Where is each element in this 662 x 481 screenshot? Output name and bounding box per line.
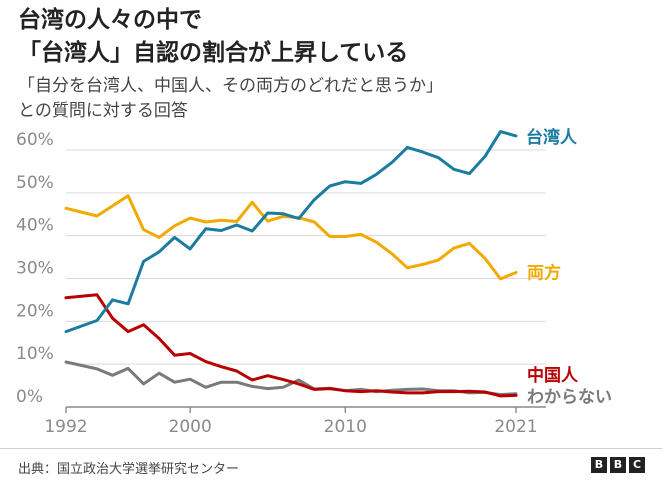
series-label-chinese: 中国人	[527, 365, 579, 386]
series-lines	[64, 130, 518, 398]
grid	[66, 149, 546, 408]
line-chart: 0% 10% 20% 30% 40% 50% 60% 1992 2000 2010 2021 台湾…	[16, 127, 612, 437]
source-note: 出典：国立政治大学選挙研究センター	[18, 462, 240, 477]
x-axis: 1992 2000 2010 2021	[44, 407, 538, 437]
chart-subtitle-line1: 「自分を台湾人、中国人、その両方のどれだと思うか」	[18, 76, 443, 96]
bbc-logo: B B C	[591, 457, 645, 473]
y-tick-label: 10%	[16, 344, 54, 364]
y-tick-label: 60%	[16, 130, 54, 150]
series-line-chinese	[64, 293, 518, 398]
series-line-taiwanese	[64, 130, 518, 334]
chart-subtitle-line2: との質問に対する回答	[18, 101, 188, 121]
chart-title-line1: 台湾の人々の中で	[18, 7, 202, 33]
logo-letter-1: B	[591, 457, 607, 473]
y-axis: 0% 10% 20% 30% 40% 50% 60%	[16, 130, 54, 407]
y-tick-label: 20%	[16, 301, 54, 321]
series-label-both: 両方	[527, 263, 561, 284]
logo-letter-3: C	[629, 457, 645, 473]
chart-subtitle: 「自分を台湾人、中国人、その両方のどれだと思うか」 との質問に対する回答	[18, 74, 648, 124]
footer: 出典：国立政治大学選挙研究センター B B C	[0, 448, 662, 481]
series-line-unknown	[64, 360, 518, 397]
x-tick-label: 2010	[324, 417, 367, 437]
x-tick-label: 2021	[494, 417, 537, 437]
x-tick-label: 1992	[44, 417, 87, 437]
y-tick-label: 0%	[16, 387, 43, 407]
series-label-taiwanese: 台湾人	[526, 127, 578, 148]
y-tick-label: 30%	[16, 259, 54, 279]
logo-letter-2: B	[610, 457, 626, 473]
series-label-unknown: わからない	[527, 388, 612, 408]
chart-title: 台湾の人々の中で 「台湾人」自認の割合が上昇している	[18, 4, 648, 70]
y-tick-label: 50%	[16, 173, 54, 193]
chart-title-line2: 「台湾人」自認の割合が上昇している	[18, 40, 409, 66]
series-line-both	[64, 194, 518, 281]
x-tick-label: 2000	[169, 417, 212, 437]
y-tick-label: 40%	[16, 216, 54, 236]
